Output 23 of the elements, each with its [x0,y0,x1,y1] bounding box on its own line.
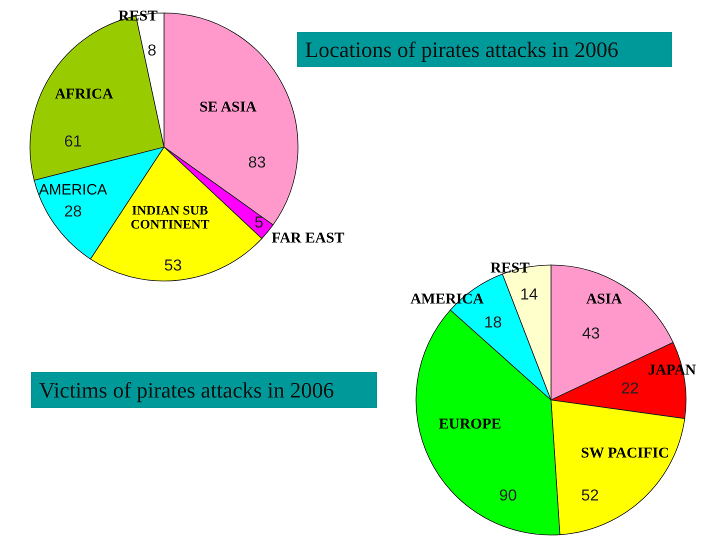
data-label: 22 [621,380,639,398]
data-label: 61 [64,134,82,151]
text: Victims of pirates attacks in 2006 [39,378,334,403]
slice-label: ASIA [586,291,622,308]
slice-label: EUROPE [438,416,502,432]
data-label: 52 [581,488,599,505]
data-label: 18 [484,314,502,332]
slice-label: AFRICA [54,86,114,102]
data-label: 90 [499,488,517,505]
data-label: 28 [64,204,82,221]
data-label: 53 [164,258,182,275]
data-label: 83 [248,154,266,172]
slice-label: AMERICA [38,181,108,198]
data-label: 8 [148,42,157,60]
data-label: 43 [582,326,600,343]
slice-label: FAR EAST [272,230,344,246]
text: Locations of pirates attacks in 2006 [305,37,618,62]
data-label: 5 [254,214,264,232]
slice-label: SW PACIFIC [580,445,670,462]
slice-label: INDIAN SUB CONTINENT [130,202,210,232]
slice-label: SE ASIA [199,99,257,116]
data-label: 14 [520,286,538,304]
slice-label: REST [490,260,530,276]
